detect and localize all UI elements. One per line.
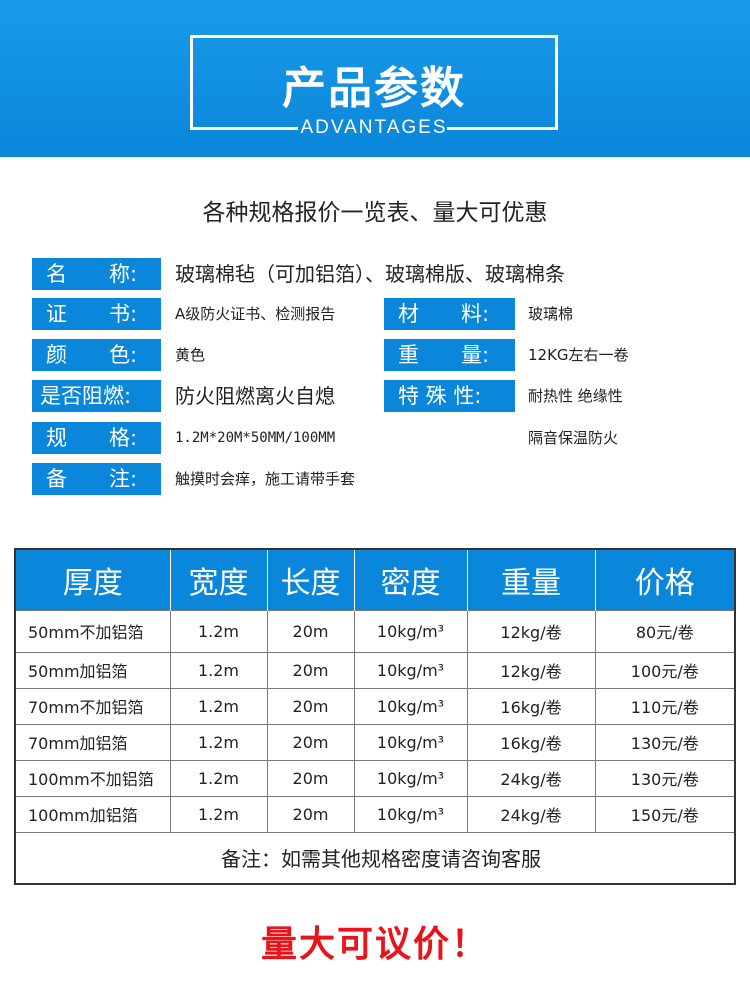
table-row: 50mm加铝箔 1.2m 20m 10kg/m³ 12kg/卷 100元/卷 [14,651,736,689]
table-cell: 1.2m [169,795,268,833]
table-cell: 24kg/卷 [466,795,596,833]
spec-label-weight: 重 量: [384,339,515,371]
table-cell: 1.2m [169,723,268,761]
table-cell: 20m [266,651,355,689]
spec-label-feature: 特 殊 性: [384,380,515,412]
table-cell: 130元/卷 [594,723,736,761]
spec-value-cert: A级防火证书、检测报告 [175,305,336,323]
spec-label-remark: 备 注: [32,463,161,495]
table-cell: 20m [266,609,355,653]
table-cell: 10kg/m³ [353,723,468,761]
table-cell: 10kg/m³ [353,687,468,725]
spec-label-flame: 是否阻燃: [32,380,161,412]
table-row: 70mm加铝箔 1.2m 20m 10kg/m³ 16kg/卷 130元/卷 [14,723,736,761]
col-header: 密度 [354,549,468,610]
col-header: 宽度 [170,549,268,610]
table-cell: 70mm不加铝箔 [14,687,171,725]
table-cell: 50mm不加铝箔 [14,609,171,653]
table-cell: 110元/卷 [594,687,736,725]
table-cell: 1.2m [169,759,268,797]
divider [447,127,558,130]
divider [190,127,298,130]
table-cell: 1.2m [169,651,268,689]
table-cell: 24kg/卷 [466,759,596,797]
page-title: 产品参数 [282,63,466,114]
table-cell: 20m [266,723,355,761]
table-cell: 12kg/卷 [466,609,596,653]
tagline: 各种规格报价一览表、量大可优惠 [202,200,548,226]
col-header: 长度 [267,549,355,610]
table-cell: 12kg/卷 [466,651,596,689]
table-note: 备注：如需其他规格密度请咨询客服 [14,831,736,885]
table-note-row: 备注：如需其他规格密度请咨询客服 [14,831,736,885]
table-cell: 1.2m [169,687,268,725]
table-row: 100mm加铝箔 1.2m 20m 10kg/m³ 24kg/卷 150元/卷 [14,795,736,833]
table-cell: 100mm不加铝箔 [14,759,171,797]
table-cell: 100元/卷 [594,651,736,689]
promo-text: 量大可议价！ [260,924,489,965]
table-row: 100mm不加铝箔 1.2m 20m 10kg/m³ 24kg/卷 130元/卷 [14,759,736,797]
spec-value-name: 玻璃棉毡（可加铝箔）、玻璃棉版、玻璃棉条 [175,262,565,286]
table-cell: 70mm加铝箔 [14,723,171,761]
spec-value-size: 1.2M*20M*50MM/100MM [175,430,336,446]
table-cell: 80元/卷 [594,609,736,653]
table-cell: 1.2m [169,609,268,653]
title-frame [190,35,558,130]
spec-value-material: 玻璃棉 [528,305,574,323]
price-table: 厚度 宽度 长度 密度 重量 价格 50mm不加铝箔 1.2m 20m 10kg/m³… [14,548,736,885]
spec-value-feature: 耐热性 绝缘性 [528,387,623,405]
table-row: 70mm不加铝箔 1.2m 20m 10kg/m³ 16kg/卷 110元/卷 [14,687,736,725]
table-cell: 130元/卷 [594,759,736,797]
col-header: 重量 [467,549,596,610]
col-header: 厚度 [15,549,171,610]
spec-value-color: 黄色 [175,346,206,364]
table-cell: 16kg/卷 [466,723,596,761]
table-cell: 16kg/卷 [466,687,596,725]
page-subtitle: ADVANTAGES [300,117,448,138]
spec-label-name: 名 称: [32,258,161,290]
spec-label-color: 颜 色: [32,339,161,371]
spec-value-feature-2: 隔音保温防火 [528,429,619,447]
table-cell: 10kg/m³ [353,651,468,689]
table-cell: 20m [266,759,355,797]
spec-label-material: 材 料: [384,298,515,330]
spec-value-remark: 触摸时会痒，施工请带手套 [175,470,356,488]
table-header-row: 厚度 宽度 长度 密度 重量 价格 [15,549,736,610]
table-cell: 10kg/m³ [353,759,468,797]
table-cell: 100mm加铝箔 [14,795,171,833]
table-cell: 20m [266,795,355,833]
table-cell: 150元/卷 [594,795,736,833]
spec-value-weight: 12KG左右一卷 [528,346,629,364]
table-cell: 10kg/m³ [353,609,468,653]
spec-value-flame: 防火阻燃离火自熄 [175,384,335,408]
header-banner [0,0,750,157]
table-row: 50mm不加铝箔 1.2m 20m 10kg/m³ 12kg/卷 80元/卷 [14,609,736,653]
table-cell: 10kg/m³ [353,795,468,833]
spec-label-size: 规 格: [32,422,161,454]
table-cell: 50mm加铝箔 [14,651,171,689]
col-header: 价格 [595,549,736,610]
table-cell: 20m [266,687,355,725]
spec-label-cert: 证 书: [32,298,161,330]
